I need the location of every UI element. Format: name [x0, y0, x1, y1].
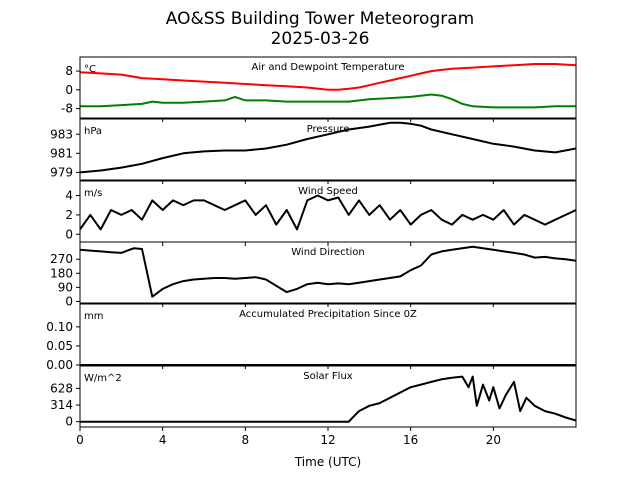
pressure-ytick-label: 981 [50, 146, 73, 160]
figure-title-line2: 2025-03-26 [271, 29, 370, 49]
temp-ytick-label: 0 [65, 83, 73, 97]
xtick-label: 16 [403, 433, 418, 447]
wind_speed-ytick-label: 4 [65, 189, 73, 203]
wind_speed-ytick-label: 2 [65, 208, 73, 222]
panel-solar: 0 314 628 Solar Flux W/m^2 [50, 365, 577, 431]
panel-pressure: 979 981 983 Pressure hPa [50, 118, 577, 184]
panel-temp: -8 0 8 Air and Dewpoint Temperature °C [61, 56, 577, 122]
temp-ytick-label: 8 [65, 64, 73, 78]
xtick-label: 20 [486, 433, 501, 447]
wind_dir-series-0 [80, 245, 576, 298]
wind_speed-panel-title: Wind Speed [298, 186, 358, 197]
solar-ytick-label: 314 [50, 398, 73, 412]
pressure-ytick-label: 983 [50, 127, 73, 141]
pressure-panel-title: Pressure [307, 124, 350, 135]
x-axis-label: Time (UTC) [294, 455, 361, 469]
solar-unit-label: W/m^2 [84, 373, 122, 384]
wind_dir-ytick-label: 180 [50, 266, 73, 280]
precip-unit-label: mm [84, 311, 103, 322]
solar-ytick-label: 0 [65, 415, 73, 429]
solar-series-0 [80, 375, 576, 423]
xtick-label: 4 [159, 433, 167, 447]
wind_speed-unit-label: m/s [84, 188, 102, 199]
temp-unit-label: °C [84, 64, 96, 75]
wind_dir-panel-title: Wind Direction [291, 247, 365, 258]
precip-ytick-label: 0.00 [46, 358, 73, 372]
xtick-label: 12 [320, 433, 335, 447]
pressure-ytick-label: 979 [50, 165, 73, 179]
wind_dir-ytick-label: 90 [58, 280, 73, 294]
panels-layer: -8 0 8 Air and Dewpoint Temperature °C 979 981… [46, 56, 577, 447]
wind_speed-series-0 [80, 194, 576, 231]
temp-panel-title: Air and Dewpoint Temperature [252, 62, 405, 73]
temp-series-1 [80, 93, 576, 109]
temp-series-0 [80, 63, 576, 91]
figure-title-line1: AO&SS Building Tower Meteorogram [166, 9, 474, 29]
wind_dir-ytick-label: 270 [50, 252, 73, 266]
xtick-label: 8 [242, 433, 250, 447]
precip-ytick-label: 0.05 [46, 339, 73, 353]
panel-wind_speed: 0 2 4 Wind Speed m/s [65, 180, 577, 246]
pressure-unit-label: hPa [84, 126, 102, 137]
precip-ytick-label: 0.10 [46, 320, 73, 334]
solar-panel-title: Solar Flux [303, 371, 353, 382]
precip-panel-title: Accumulated Precipitation Since 0Z [239, 309, 417, 320]
pressure-series-0 [80, 121, 576, 174]
panel-precip: 0.00 0.05 0.10 Accumulated Precipitation Si… [46, 303, 577, 372]
wind_dir-ytick-label: 0 [65, 294, 73, 308]
temp-ytick-label: -8 [61, 102, 73, 116]
xtick-label: 0 [76, 433, 84, 447]
wind_speed-ytick-label: 0 [65, 227, 73, 241]
solar-ytick-label: 628 [50, 381, 73, 395]
